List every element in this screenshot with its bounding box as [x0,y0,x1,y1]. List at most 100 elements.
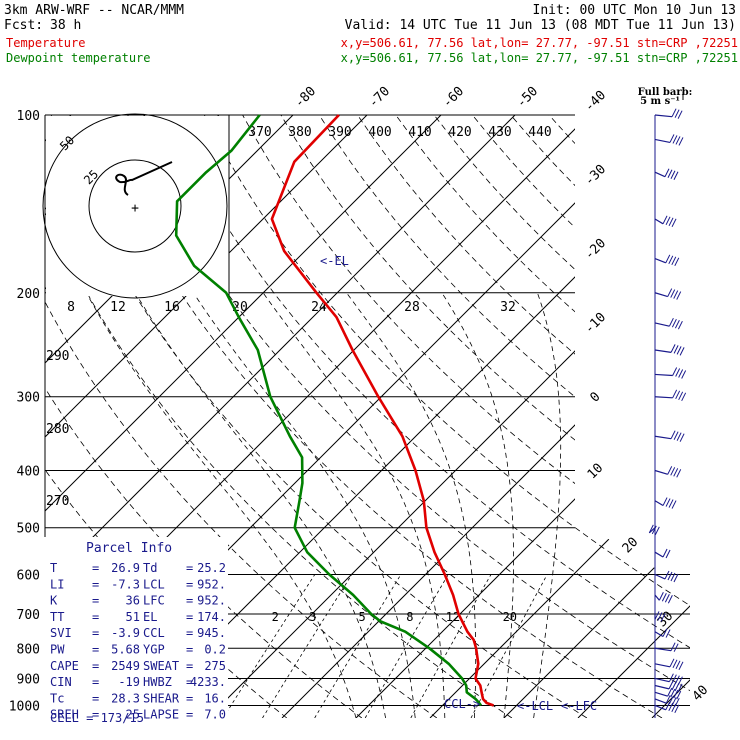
parcel-label: LFC [143,594,165,608]
isotherm-label: -80 [292,84,319,111]
parcel-eq: = [186,594,193,608]
wind-barb-feather [681,370,687,379]
parcel-eq: = [186,643,193,657]
parcel-eq: = [186,610,193,624]
dry-adiabat [433,115,690,718]
isotherm-label: -40 [582,88,609,115]
parcel-value: 275 [204,659,226,673]
parcel-value: 952. [197,577,226,591]
parcel-label: SHEAR [143,691,180,705]
parcel-label: PW [50,643,65,657]
wind-barb-feather [671,500,677,509]
hodograph-bg [46,116,229,296]
theta-label: 430 [488,125,511,140]
wind-barb [654,396,673,399]
parcel-label: CIN [50,675,72,689]
wind-barb-feather [665,549,671,559]
isotherm-label: 20 [620,535,642,557]
dry-adiabat [50,115,588,718]
wind-barb-feather [672,135,678,144]
wind-barb-feather [673,171,679,180]
wind-barb-feather [673,689,679,699]
theta-label: 400 [368,125,391,140]
dry-adiabat [510,115,690,718]
el-marker: <-EL [320,254,349,268]
wind-barb-feather [664,168,670,177]
theta-label: 290 [46,349,69,364]
wind-barb-feather [671,703,677,713]
wind-barb [654,218,664,225]
wind-barb-feather [671,218,677,228]
wind-barb-feather [667,595,673,604]
wind-barb [654,594,660,601]
wind-barb-feather [675,660,681,670]
wind-barb-feather [670,688,676,698]
wind-barb-feather [668,499,674,508]
parcel-label: K [50,594,58,608]
parcel-label: T [50,561,57,575]
legend-temperature-info: x,y=506.61, 77.56 lat,lon= 27.77, -97.51… [341,36,738,50]
wind-legend-title: Full barb: [638,87,693,98]
wind-barb-feather [676,469,682,478]
parcel-eq: = [92,643,99,657]
parcel-eq: = [92,626,99,640]
parcel-value: -19 [118,675,140,689]
parcel-eq: = [92,561,99,575]
hodograph-ring [42,113,228,299]
dewpoint-profile [174,114,483,707]
wind-barb-feather [674,257,680,267]
wind-barb-feather [668,702,674,712]
wind-barb-feather [677,110,683,119]
wind-barb-feather [672,659,678,669]
mixing-ratio-label: 20 [503,610,517,624]
wind-barb-feather [673,643,679,652]
parcel-info-panel: Parcel Info T = 26.9 Td = 25.2 LI = -7.3 LCL = 952.… [44,537,228,730]
parcel-label: EL [143,610,157,624]
wind-barb-feather [673,573,679,583]
hodograph-trace [115,161,173,196]
isotherm-label: -50 [514,84,541,111]
wind-barb-feather [657,612,663,621]
mixing-ratio-label: 2 [272,610,279,624]
dry-adiabat [203,115,690,718]
wind-barb-feather [669,658,675,668]
wind-barb-feather [668,255,674,265]
parcel-eq: = [92,577,99,591]
wind-barb-feather [664,594,670,603]
wind-barb-feather [676,690,682,700]
mixing-ratio-label: 12 [446,610,460,624]
wind-barb-feather [673,431,679,440]
wind-barb-feather [675,390,681,400]
parcel-value: 25.2 [197,561,226,575]
parcel-label: LCL [143,577,165,591]
temperature-profile [270,114,495,707]
wind-barb-feather [679,347,685,356]
isotherm-label: -60 [440,84,467,111]
speed-label: 8 [67,300,75,315]
wind-legend-value: 5 m s⁻¹ [640,96,680,107]
lcl-marker: <-LCL [517,699,553,713]
legend-dewpoint: Dewpoint temperature [6,51,151,65]
pressure-label-400: 400 [17,465,40,480]
wind-barb [654,573,666,580]
dry-adiabat [625,115,690,718]
wind-barb-feather [679,433,685,442]
parcel-label: Tc [50,691,64,705]
theta-label: 270 [46,494,69,509]
parcel-eq: = [186,626,193,640]
lfc-marker: <-LFC [561,699,597,713]
wind-barb [654,698,667,704]
pressure-label-1000: 1000 [9,699,40,714]
wind-barb-feather [674,704,680,714]
parcel-eq: = [186,577,193,591]
pressure-label-500: 500 [17,522,40,537]
dry-adiabat [165,115,690,718]
wind-barb-feather [665,498,671,507]
parcel-eq: = [186,659,193,673]
pressure-label-200: 200 [17,287,40,302]
dry-adiabat [127,115,690,718]
wind-barb-feather [668,317,674,327]
wind-barb [654,322,670,327]
wind-barb-feather [670,344,676,353]
wind-barb-feather [673,345,679,354]
